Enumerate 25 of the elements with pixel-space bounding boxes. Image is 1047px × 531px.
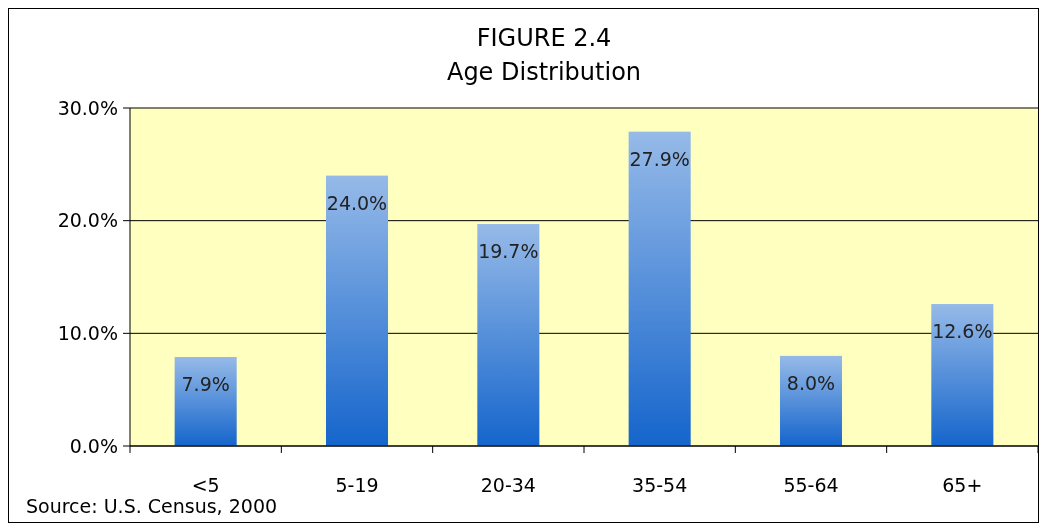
- bar: [931, 304, 994, 446]
- bar: [325, 175, 389, 446]
- x-tick-label: 35-54: [632, 474, 688, 496]
- y-tick-label: 10.0%: [57, 321, 118, 344]
- bar: [628, 131, 691, 446]
- bar: [174, 356, 237, 446]
- bar: [477, 224, 540, 446]
- x-tick-label: 20-34: [480, 474, 536, 496]
- chart-title: FIGURE 2.4: [476, 24, 612, 52]
- data-label: 12.6%: [932, 320, 993, 343]
- x-tick-label: 65+: [942, 474, 983, 496]
- x-tick-label: <5: [191, 474, 220, 496]
- data-label: 27.9%: [629, 147, 690, 170]
- data-label: 24.0%: [326, 191, 388, 214]
- y-tick-label: 30.0%: [57, 96, 118, 119]
- x-tick-label: 55-64: [783, 474, 839, 496]
- x-tick-label: 5-19: [335, 474, 379, 496]
- data-label: 7.9%: [181, 372, 230, 395]
- y-tick-label: 0.0%: [69, 434, 118, 457]
- data-label: 19.7%: [478, 240, 539, 263]
- source-note: Source: U.S. Census, 2000: [26, 495, 278, 517]
- chart-subtitle: Age Distribution: [446, 58, 642, 86]
- data-label: 8.0%: [786, 371, 836, 394]
- y-tick-label: 20.0%: [57, 209, 118, 232]
- bar: [779, 355, 843, 446]
